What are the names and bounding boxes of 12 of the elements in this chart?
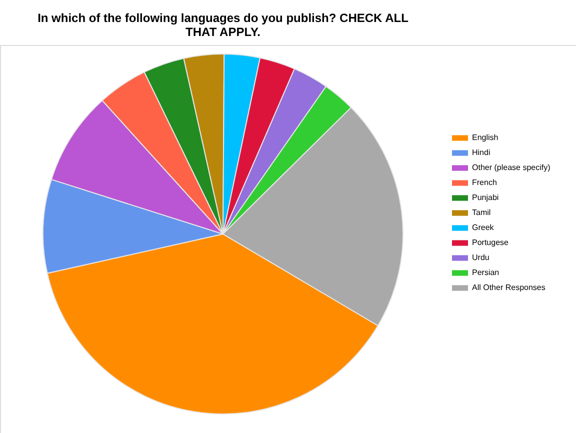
legend-label: Greek <box>472 223 495 232</box>
legend-label: Urdu <box>472 253 490 262</box>
legend-label: Persian <box>472 268 500 277</box>
legend-label: Portugese <box>472 238 510 247</box>
legend-label: All Other Responses <box>472 283 546 292</box>
legend-label: French <box>472 178 497 187</box>
legend-label: Punjabi <box>472 193 499 202</box>
legend-label: Other (please specify) <box>472 163 551 172</box>
legend-label: Tamil <box>472 208 491 217</box>
chart-title: In which of the following languages do you publish? CHECK ALL THAT APPLY. <box>38 11 408 39</box>
legend-label: English <box>472 133 498 142</box>
legend-label: Hindi <box>472 148 490 157</box>
